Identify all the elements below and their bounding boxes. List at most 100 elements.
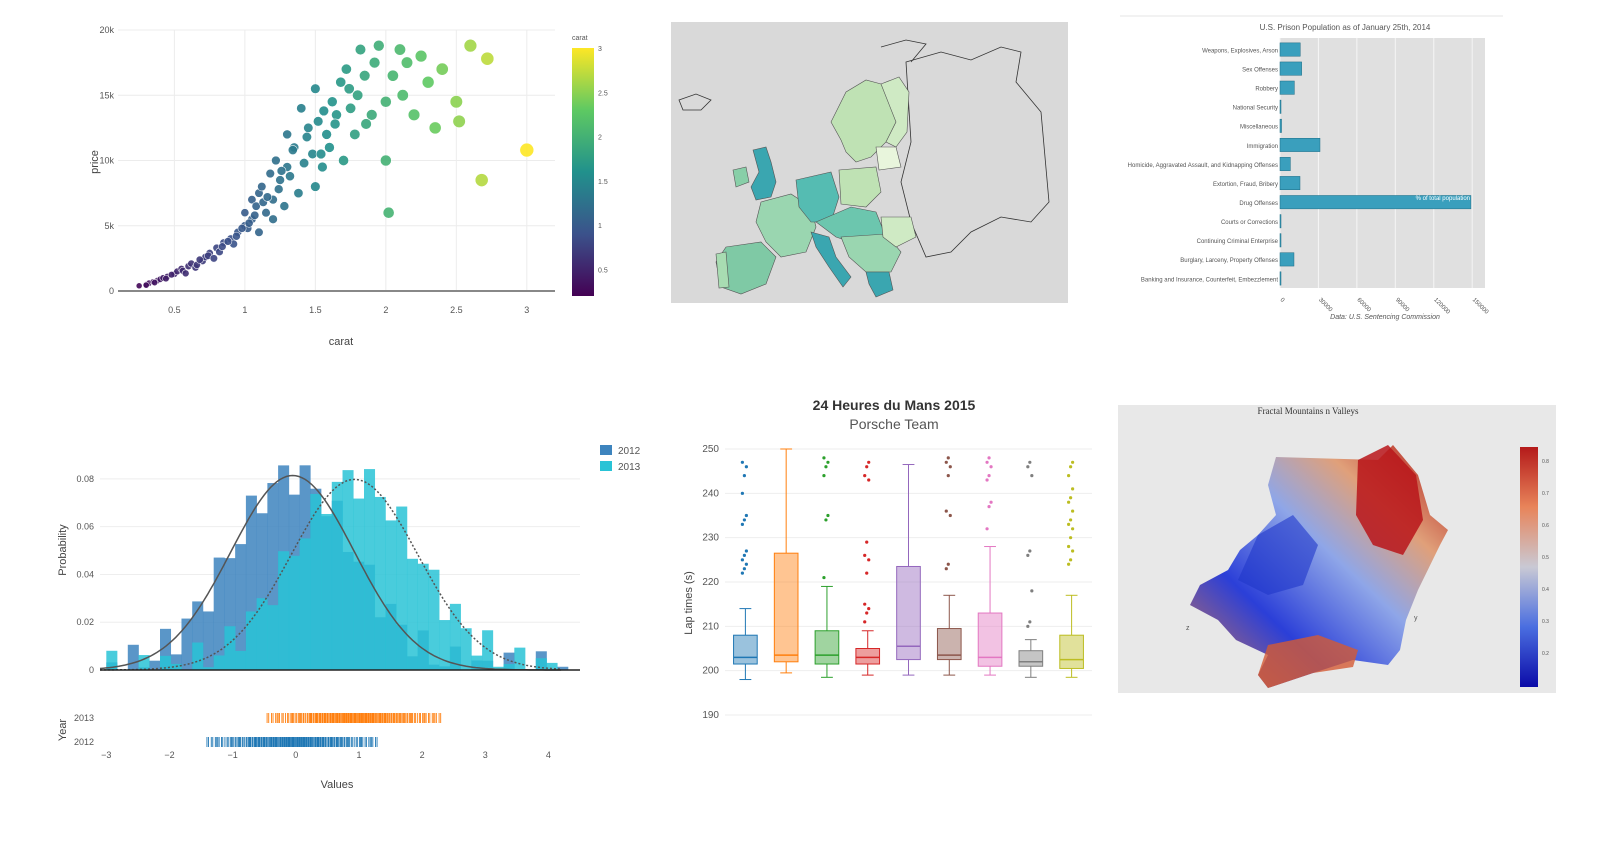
prison-category-label: Miscellaneous [1240,125,1278,131]
boxplot-outlier-point [946,456,950,460]
prison-bar [1279,118,1282,133]
prison-chart-caption: Data: U.S. Sentencing Commission [1330,314,1440,321]
surface-colorbar-tick-label: 0.4 [1542,587,1549,593]
scatter-y-tick-label: 0 [109,286,114,296]
histogram-bar-2012 [213,557,225,670]
scatter-point [396,89,409,102]
surface-colorbar-tick-label: 0.5 [1542,555,1549,561]
boxplot-outlier-point [867,478,871,482]
histogram-bar-2012 [256,513,268,670]
surface-colorbar-tick-label: 0.2 [1542,651,1549,657]
italy-region [810,231,852,288]
prison-bar [1279,195,1472,210]
scatter-point [254,227,264,237]
histogram-bar-2013 [385,520,397,670]
scatter-point [382,206,395,219]
scatter-point [452,114,466,128]
scatter-point [268,214,278,224]
boxplot-outlier-point [863,474,867,478]
boxplot-outlier-point [985,478,989,482]
boxplot-outlier-point [944,509,948,513]
scatter-point [335,76,347,88]
boxplot-outlier-point [742,567,746,571]
scatter-point [366,109,378,121]
scatter-point [142,281,150,289]
histogram-bar-2013 [535,658,547,670]
histogram-bar-2013 [224,626,236,670]
histogram-bar-2012 [160,628,172,670]
surface-colorbar-tick-label: 0.3 [1542,619,1549,625]
boxplot-box [1059,634,1084,669]
histogram-x-tick-label: −1 [227,750,237,760]
scatter-colorbar-tick-label: 1.5 [598,179,608,186]
probability-histogram-chart: 0 0.02 0.04 0.06 0.08 2012 2013 −3 −2 −1 0 1 2 3 4 20… [57,445,641,791]
scatter-point [480,51,495,66]
scatter-x-tick-label: 1 [242,305,247,315]
boxplot-outlier-point [865,611,869,615]
histogram-bar-2013 [503,664,515,670]
boxplot-box-group [896,464,921,676]
surface-panel: Fractal Mountains n Valleys z y 0.8 0.7 0.… [1118,405,1556,693]
prison-category-label: Robbery [1255,87,1278,93]
prison-chart-title: U.S. Prison Population as of January 25t… [1260,23,1431,32]
boxplot-outlier-point [987,505,991,509]
surface-z-axis-label: z [1186,625,1190,632]
prison-x-tick-label: 0 [1279,297,1286,304]
scatter-point [271,155,281,166]
scatter-point [265,168,275,179]
scatter-point [247,195,257,205]
boxplot-outlier-point [1067,562,1071,566]
prison-bar [1279,176,1301,191]
iceland-outline [678,93,712,111]
boxplot-outlier-point [985,527,989,531]
histogram-bar-2013 [374,496,386,670]
prison-bar [1279,61,1302,76]
scatter-colorbar-tick-label: 0.5 [598,267,608,274]
boxplot-outlier-point [1069,558,1073,562]
histogram-bar-2013 [138,655,150,670]
scatter-point [326,96,338,108]
boxplot-outlier-point [822,575,826,580]
histogram-bar-2013 [245,611,257,670]
boxplot-outlier-point [742,474,746,478]
scatter-point [315,148,327,160]
histogram-bar-2013 [342,470,354,670]
scatter-point [275,175,285,185]
histogram-panel: 0 0.02 0.04 0.06 0.08 2012 2013 −3 −2 −1 0 1 2 3 4 20… [0,360,680,800]
boxplot-y-axis-title: Lap times (s) [683,571,695,635]
scatter-point [296,103,307,114]
prison-x-tick-label: 30000 [1317,297,1334,314]
prison-category-label: Homicide, Aggravated Assault, and Kidnap… [1128,163,1278,169]
scatter-point [285,171,295,182]
prison-category-label: Sex Offenses [1242,67,1278,73]
lap-times-box-plot: 24 Heures du Mans 2015 Porsche Team 190 2… [683,397,1092,721]
boxplot-outlier-point [1026,624,1030,628]
prison-plot-background [1280,38,1485,288]
scatter-point [303,122,314,133]
histogram-density-curve-2013 [100,478,562,671]
histogram-bar-2012 [170,654,182,670]
fractal-surface-plot: Fractal Mountains n Valleys z y 0.8 0.7 0.… [1186,406,1549,688]
histogram-x-tick-label: 2 [420,750,425,760]
scatter-point [218,242,227,251]
prison-bar [1279,157,1291,171]
histogram-bar-2012 [149,660,161,670]
boxplot-outlier-point [865,571,869,575]
boxplot-y-tick-label: 190 [702,710,719,721]
scatter-x-axis-title: carat [329,336,353,348]
scatter-point [449,95,463,109]
surface-peak-region [1356,445,1423,555]
histogram-bar-2013 [449,603,461,670]
greece-region [865,271,894,298]
scatter-chart-panel: 0.5 1 1.5 2 2.5 3 0 5k 10k 15k 20k carat price car… [0,0,640,360]
boxplot-y-tick-label: 250 [702,444,719,455]
boxplot-outlier-point [987,456,991,460]
scatter-point [293,188,304,199]
boxplot-outlier-point [1028,620,1032,624]
scatter-point [262,192,273,202]
portugal-region [715,251,730,289]
scatter-point [273,184,284,194]
prison-bar-annotation: % of total population [1416,196,1470,202]
boxplot-outlier-point [740,491,744,495]
histogram-bar-2013 [256,598,268,670]
